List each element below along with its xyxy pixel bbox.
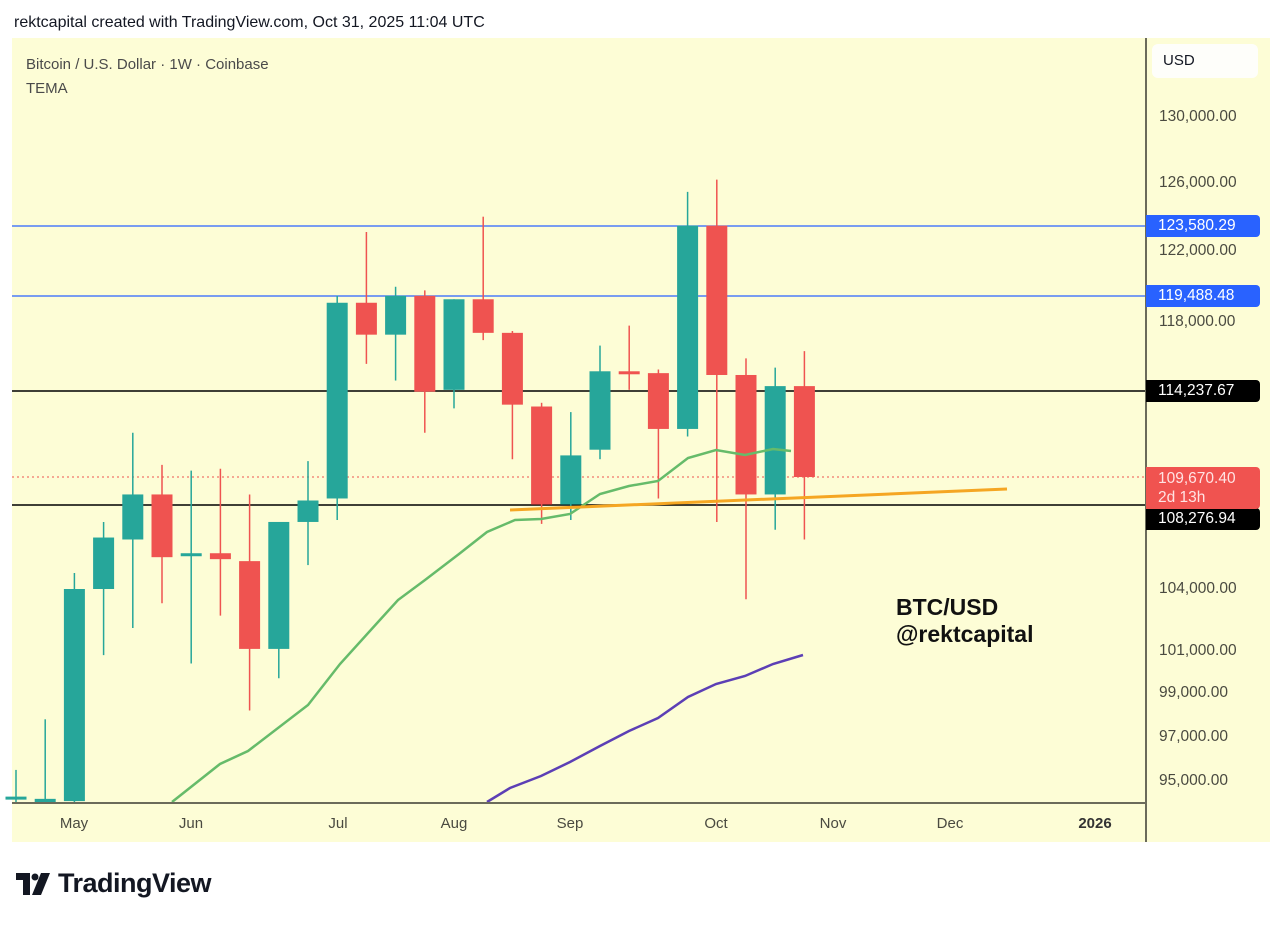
candle[interactable] — [501, 331, 523, 460]
price-tick-label: 130,000.00 — [1159, 108, 1237, 125]
time-tick-label: Jul — [328, 815, 348, 832]
chart-legend[interactable]: Bitcoin / U.S. Dollar · 1W · Coinbase TE… — [26, 53, 269, 101]
candle[interactable] — [122, 432, 144, 629]
candle[interactable] — [326, 295, 348, 521]
chart-credit: rektcapital created with TradingView.com… — [14, 14, 485, 31]
candle[interactable] — [472, 216, 494, 341]
tradingview-logo-icon — [16, 872, 50, 895]
annotation-pair: BTC/USD — [896, 594, 999, 620]
candle[interactable] — [385, 286, 407, 381]
candle[interactable] — [34, 719, 56, 802]
candle[interactable] — [63, 573, 85, 802]
candle[interactable] — [677, 191, 699, 437]
candle[interactable] — [5, 769, 27, 802]
chart-area[interactable] — [12, 38, 1270, 842]
candle[interactable] — [443, 299, 465, 409]
price-tick-label: 118,000.00 — [1159, 313, 1236, 330]
candle[interactable] — [239, 494, 261, 711]
candle[interactable] — [268, 521, 290, 679]
time-tick-label: May — [59, 815, 89, 832]
candle[interactable] — [297, 461, 319, 566]
price-tick-label: 122,000.00 — [1159, 242, 1237, 259]
tradingview-wordmark: TradingView — [58, 868, 212, 898]
candle[interactable] — [618, 325, 640, 390]
time-tick-label: Nov — [819, 815, 847, 832]
current-price-value: 109,670.40 — [1158, 470, 1236, 487]
candle[interactable] — [180, 470, 202, 664]
symbol-title[interactable]: Bitcoin / U.S. Dollar · 1W · Coinbase — [26, 56, 269, 73]
time-tick-label: Sep — [556, 815, 584, 832]
tema-slow-line — [486, 653, 804, 804]
currency-selector[interactable]: USD — [1152, 44, 1258, 78]
tema-fast-line — [171, 447, 792, 803]
candle[interactable] — [531, 402, 553, 524]
price-level-badge: 119,488.48 — [1146, 285, 1260, 307]
candle-countdown: 2d 13h — [1158, 489, 1206, 506]
current-price-badge: 109,670.40 2d 13h — [1146, 467, 1260, 509]
candle[interactable] — [209, 468, 231, 616]
candle[interactable] — [589, 345, 611, 460]
candle[interactable] — [414, 290, 436, 433]
price-tick-label: 99,000.00 — [1159, 684, 1228, 701]
candle[interactable] — [151, 464, 173, 604]
candle[interactable] — [647, 369, 669, 499]
price-tick-label: 104,000.00 — [1159, 580, 1237, 597]
time-tick-label: Dec — [936, 815, 964, 832]
candle[interactable] — [355, 231, 377, 364]
support-trendline — [509, 487, 1008, 512]
time-tick-label: Oct — [704, 815, 728, 832]
time-tick-label: 2026 — [1078, 815, 1112, 832]
price-tick-label: 101,000.00 — [1159, 642, 1237, 659]
price-tick-label: 126,000.00 — [1159, 174, 1237, 191]
time-axis[interactable] — [12, 802, 1145, 804]
price-level-badge: 114,237.67 — [1146, 380, 1260, 402]
candle[interactable] — [560, 412, 582, 521]
price-level-badge: 123,580.29 — [1146, 215, 1260, 237]
price-level-badge: 108,276.94 — [1146, 508, 1260, 530]
candle[interactable] — [706, 179, 728, 522]
candle[interactable] — [793, 351, 815, 540]
candle[interactable] — [735, 358, 757, 600]
time-tick-label: Aug — [440, 815, 468, 832]
chart-annotation: BTC/USD @rektcapital — [896, 594, 1033, 648]
price-tick-label: 97,000.00 — [1159, 728, 1228, 745]
annotation-handle: @rektcapital — [896, 621, 1034, 647]
candle[interactable] — [93, 521, 115, 656]
indicator-label[interactable]: TEMA — [26, 80, 68, 97]
tradingview-logo[interactable]: TradingView — [16, 868, 212, 899]
price-tick-label: 95,000.00 — [1159, 772, 1228, 789]
time-tick-label: Jun — [178, 815, 204, 832]
price-axis[interactable] — [1145, 38, 1272, 842]
